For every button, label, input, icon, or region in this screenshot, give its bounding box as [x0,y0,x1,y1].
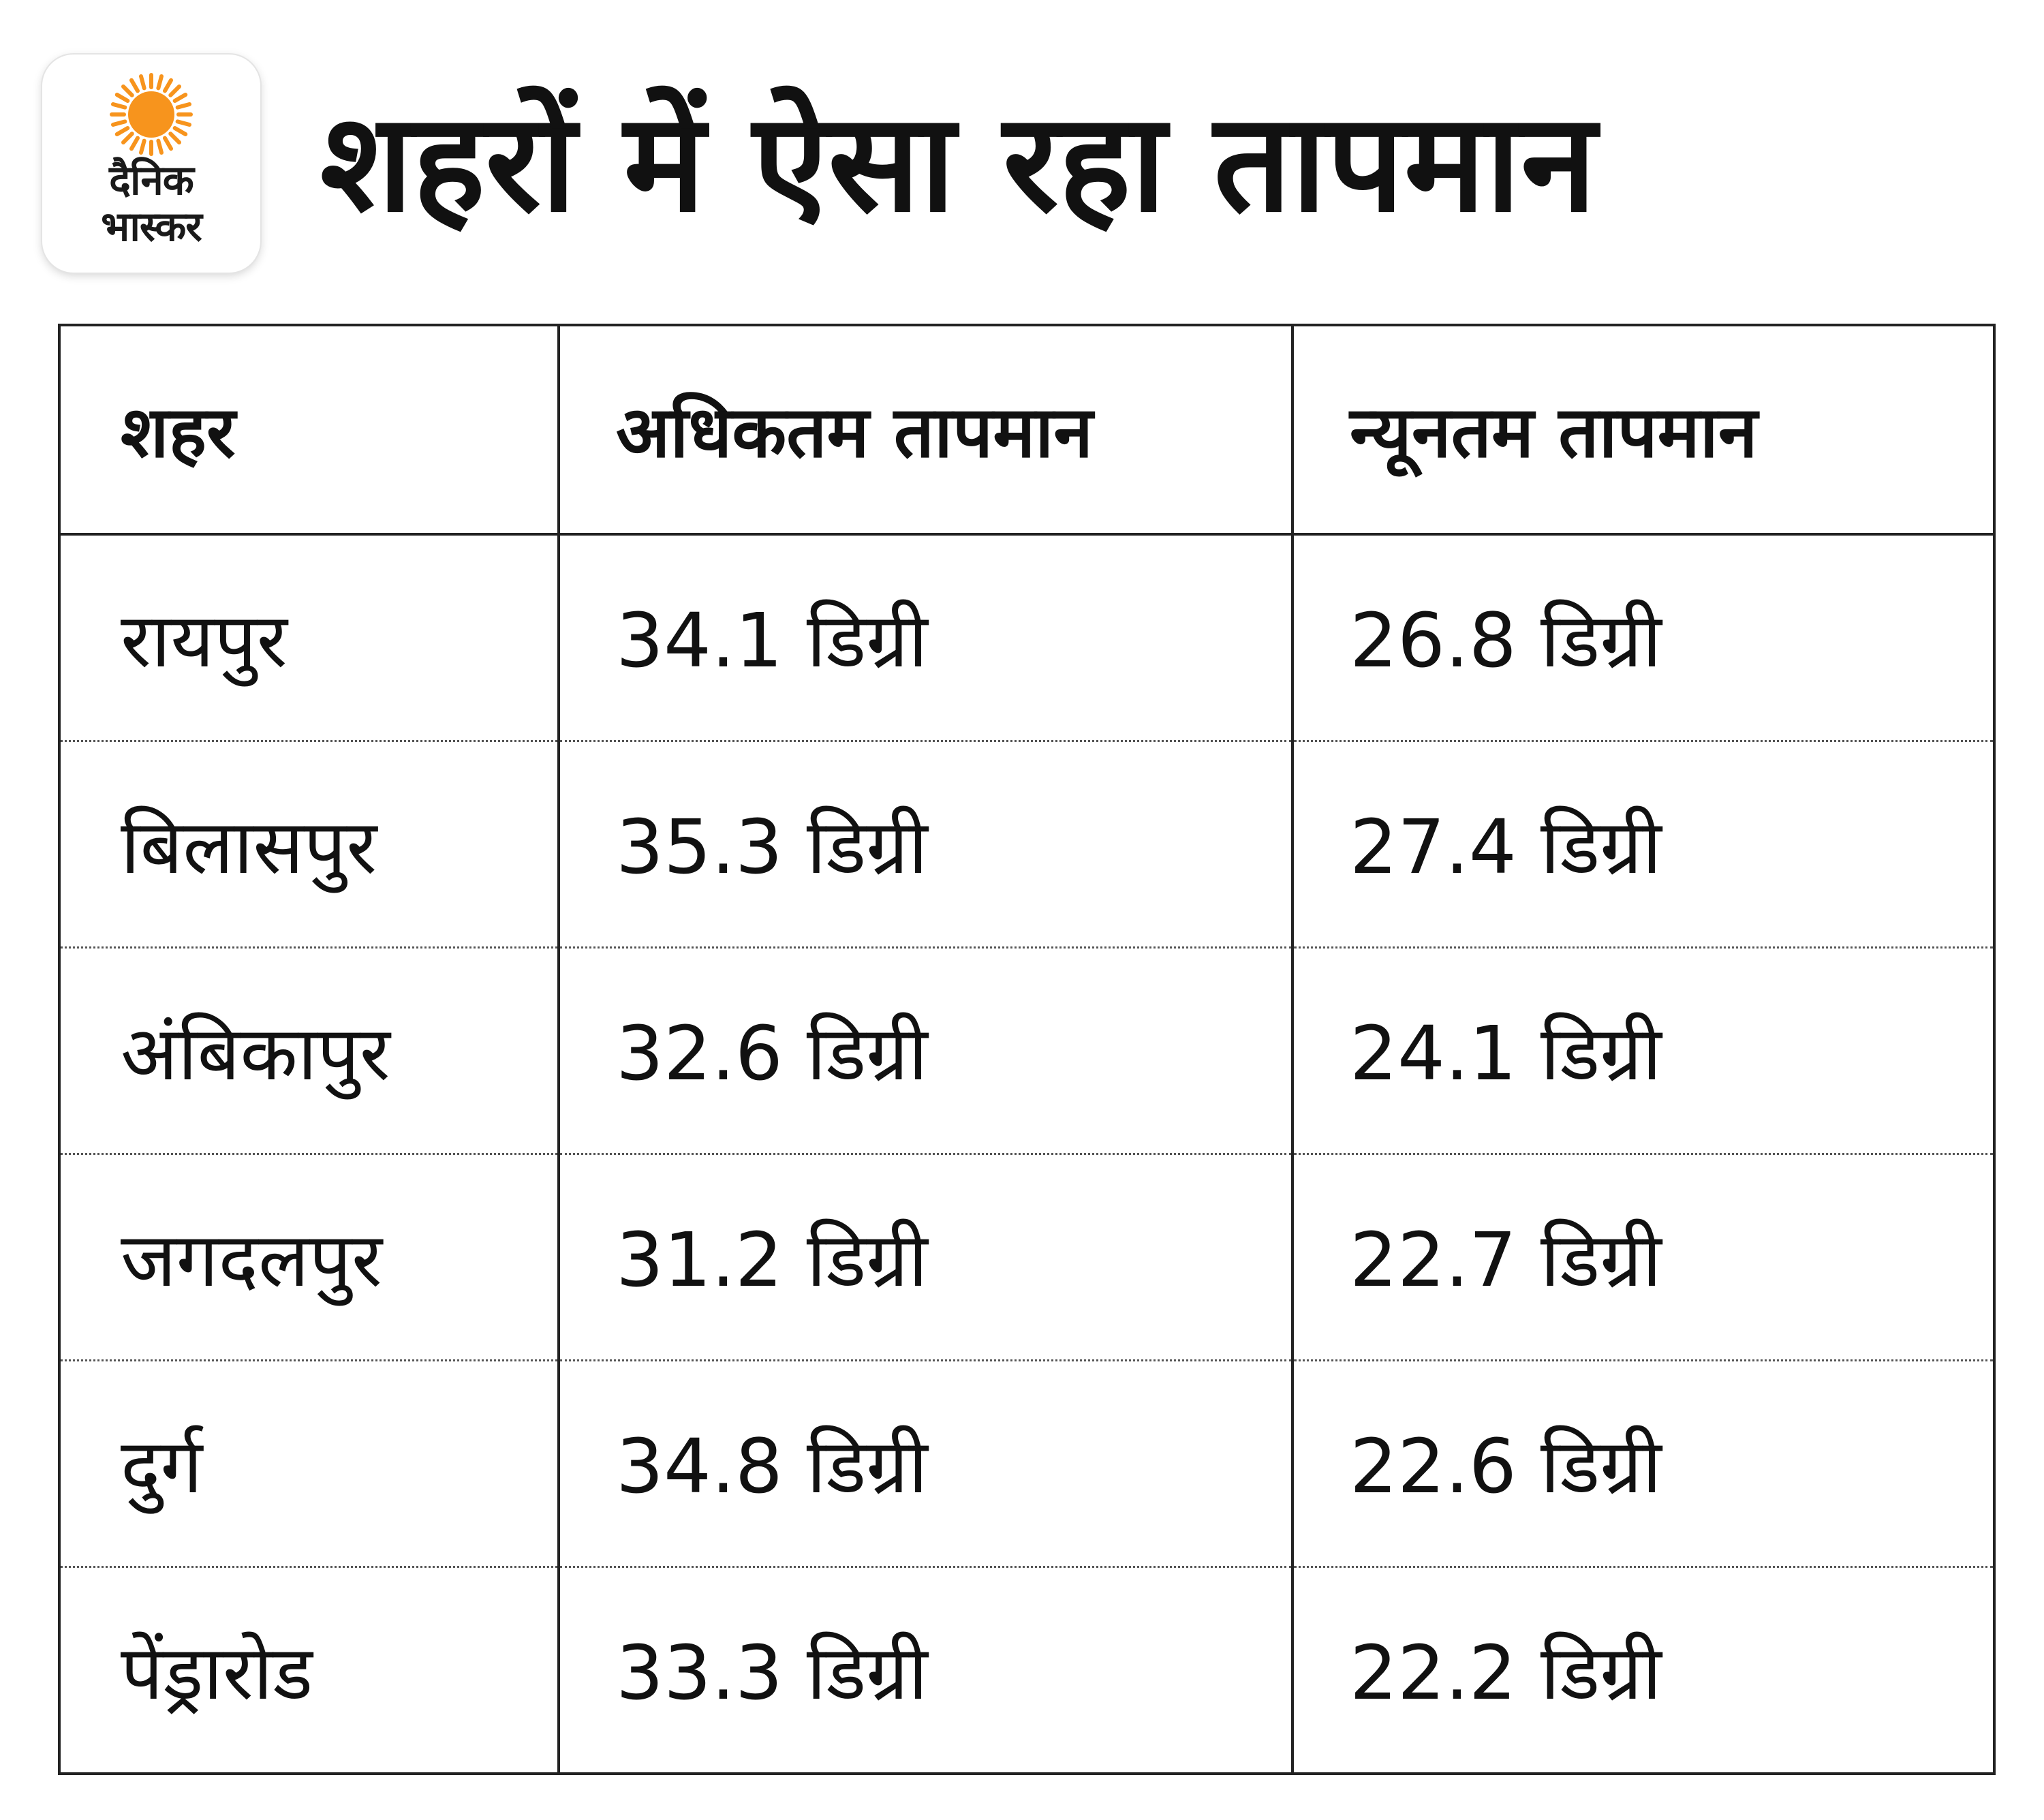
city-cell: अंबिकापुर [58,947,560,1155]
min-temp-cell: 24.1 डिग्री [1291,947,1996,1155]
table-row: पेंड्रारोड 33.3 डिग्री 22.2 डिग्री [58,1567,1996,1774]
max-temp-cell: 34.8 डिग्री [557,1360,1294,1568]
sun-ray [114,126,130,136]
sun-ray [163,136,173,151]
min-temp-cell: 22.6 डिग्री [1291,1360,1996,1568]
max-temp-cell: 32.6 डिग्री [557,947,1294,1155]
max-temp-cell: 31.2 डिग्री [557,1154,1294,1361]
sun-ray [138,74,146,91]
dainik-bhaskar-logo: दैनिक भास्कर [42,55,260,273]
temperature-table: शहर अधिकतम तापमान न्यूनतम तापमान रायपुर … [58,324,1996,1775]
sun-ray [156,74,164,91]
min-temp-cell: 22.7 डिग्री [1291,1154,1996,1361]
table-row: रायपुर 34.1 डिग्री 26.8 डिग्री [58,534,1996,742]
column-header-city: शहर [58,325,560,536]
column-header-min-temp: न्यूनतम तापमान [1291,325,1996,536]
sun-ray [156,138,164,155]
sun-ray [175,102,192,110]
sun-ray [172,126,188,136]
max-temp-cell: 35.3 डिग्री [557,741,1294,948]
max-temp-cell: 34.1 डिग्री [557,534,1294,742]
sun-ray [168,84,182,97]
sun-ray [175,119,192,127]
table-header-row: शहर अधिकतम तापमान न्यूनतम तापमान [58,325,1996,536]
sun-ray [121,84,134,97]
logo-text-line1: दैनिक [109,157,194,204]
page-title: शहरों में ऐसा रहा तापमान [320,84,1597,243]
table-row: दुर्ग 34.8 डिग्री 22.6 डिग्री [58,1360,1996,1568]
min-temp-cell: 22.2 डिग्री [1291,1567,1996,1774]
table-row: अंबिकापुर 32.6 डिग्री 24.1 डिग्री [58,947,1996,1155]
table-row: जगदलपुर 31.2 डिग्री 22.7 डिग्री [58,1154,1996,1361]
sun-ray [129,136,140,151]
min-temp-cell: 27.4 डिग्री [1291,741,1996,948]
sun-ray [172,93,188,103]
sun-ray [114,93,130,103]
city-cell: दुर्ग [58,1360,560,1568]
sun-ray [110,102,127,110]
min-temp-cell: 26.8 डिग्री [1291,534,1996,742]
sun-ray [163,78,173,93]
sun-ray [168,132,182,145]
sun-ray [121,132,134,145]
city-cell: पेंड्रारोड [58,1567,560,1774]
city-cell: बिलासपुर [58,741,560,948]
max-temp-cell: 33.3 डिग्री [557,1567,1294,1774]
sun-ray [129,78,140,93]
city-cell: जगदलपुर [58,1154,560,1361]
table-row: बिलासपुर 35.3 डिग्री 27.4 डिग्री [58,741,1996,948]
sun-ray [110,119,127,127]
sun-ray [138,138,146,155]
city-cell: रायपुर [58,534,560,742]
column-header-max-temp: अधिकतम तापमान [557,325,1294,536]
sun-icon [110,73,193,156]
logo-text-line2: भास्कर [101,203,202,251]
